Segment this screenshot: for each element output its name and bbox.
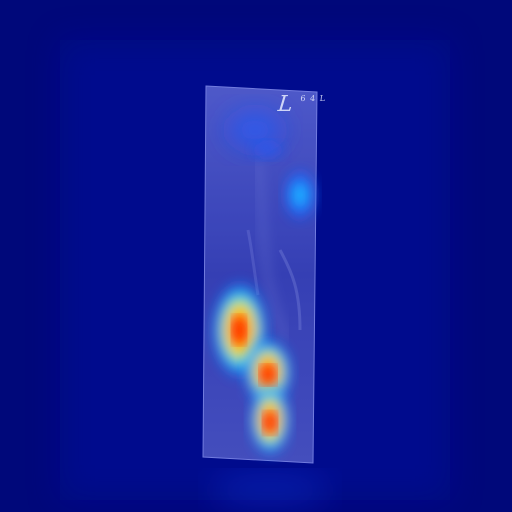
marker-letter: L [276, 92, 295, 117]
marker-detail: 6 4 L [299, 94, 327, 103]
laterality-marker: L 6 4 L [277, 92, 327, 117]
heatmap-overlay [210, 100, 318, 458]
